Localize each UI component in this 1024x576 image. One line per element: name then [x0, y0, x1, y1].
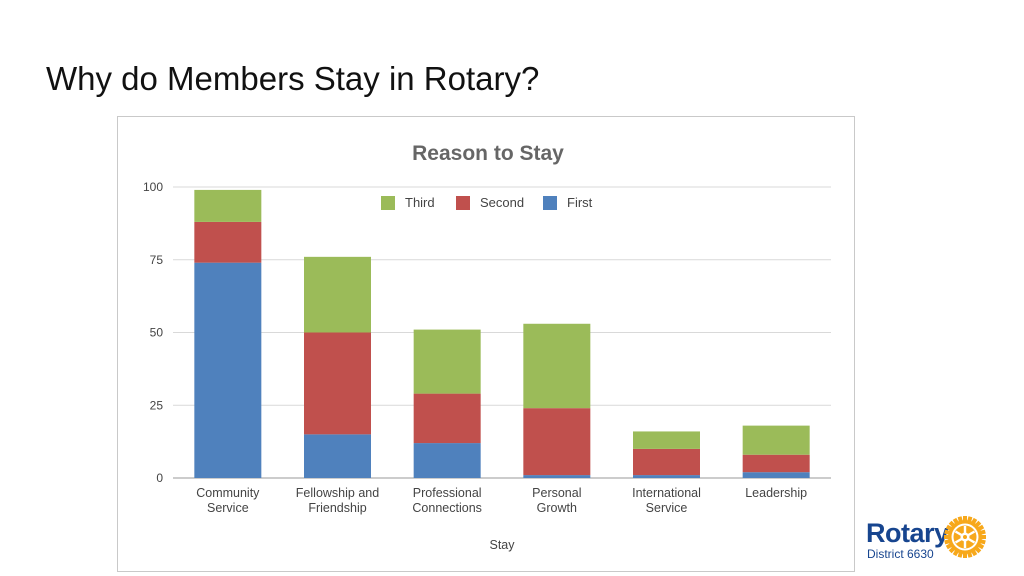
bar-third-2 — [413, 329, 481, 394]
legend-label-second: Second — [480, 195, 524, 210]
stacked-bar-chart: Reason to Stay0255075100CommunityService… — [143, 142, 831, 552]
rotary-logo: Rotary District 6630 — [866, 514, 990, 564]
legend-label-third: Third — [405, 195, 435, 210]
legend-swatch-first — [543, 196, 557, 210]
x-tick-label: Growth — [537, 501, 577, 515]
y-tick-label: 50 — [150, 326, 164, 340]
x-tick-label: Leadership — [745, 486, 807, 500]
chart-frame: Reason to Stay 0 25 50 75 100 Community Service… — [117, 116, 855, 572]
bar-third-0 — [194, 189, 262, 222]
bar-second-3 — [523, 408, 591, 476]
y-tick-label: 75 — [150, 253, 164, 267]
logo-wordmark: Rotary — [866, 518, 949, 548]
wheel-tooth — [963, 516, 967, 522]
x-tick-label: Community — [196, 486, 260, 500]
wheel-spoke — [963, 526, 967, 537]
x-tick-label: Personal — [532, 486, 581, 500]
bar-first-5 — [742, 472, 810, 478]
wheel-tooth — [963, 552, 967, 558]
bar-first-3 — [523, 475, 591, 478]
legend-label-first: First — [567, 195, 593, 210]
bar-first-4 — [633, 475, 700, 478]
y-tick-label: 25 — [150, 398, 164, 412]
bar-second-0 — [194, 221, 262, 263]
x-tick-label: Professional — [413, 486, 482, 500]
x-tick-label: Service — [207, 501, 249, 515]
chart-title: Reason to Stay — [412, 142, 564, 165]
bar-third-4 — [633, 431, 700, 449]
x-axis-label: Stay — [489, 538, 515, 552]
y-tick-label: 100 — [143, 180, 163, 194]
bar-second-2 — [413, 393, 481, 444]
bar-first-2 — [413, 443, 481, 478]
x-tick-label: International — [632, 486, 701, 500]
legend-swatch-third — [381, 196, 395, 210]
bar-first-1 — [304, 434, 371, 478]
wheel-spoke — [963, 537, 967, 548]
x-tick-label: Friendship — [308, 501, 366, 515]
x-tick-label: Fellowship and — [296, 486, 379, 500]
bar-third-5 — [742, 425, 810, 455]
slide-title: Why do Members Stay in Rotary? — [46, 60, 540, 97]
x-tick-label: Connections — [412, 501, 482, 515]
bar-third-3 — [523, 323, 591, 409]
rotary-wheel-icon — [944, 516, 986, 558]
bar-third-1 — [304, 256, 371, 333]
bar-first-0 — [194, 262, 262, 478]
y-tick-label: 0 — [156, 471, 163, 485]
bar-second-5 — [742, 454, 810, 473]
bar-second-1 — [304, 332, 371, 435]
x-tick-label: Service — [646, 501, 688, 515]
legend-swatch-second — [456, 196, 470, 210]
bar-second-4 — [633, 448, 700, 476]
logo-district-label: District 6630 — [867, 547, 934, 561]
